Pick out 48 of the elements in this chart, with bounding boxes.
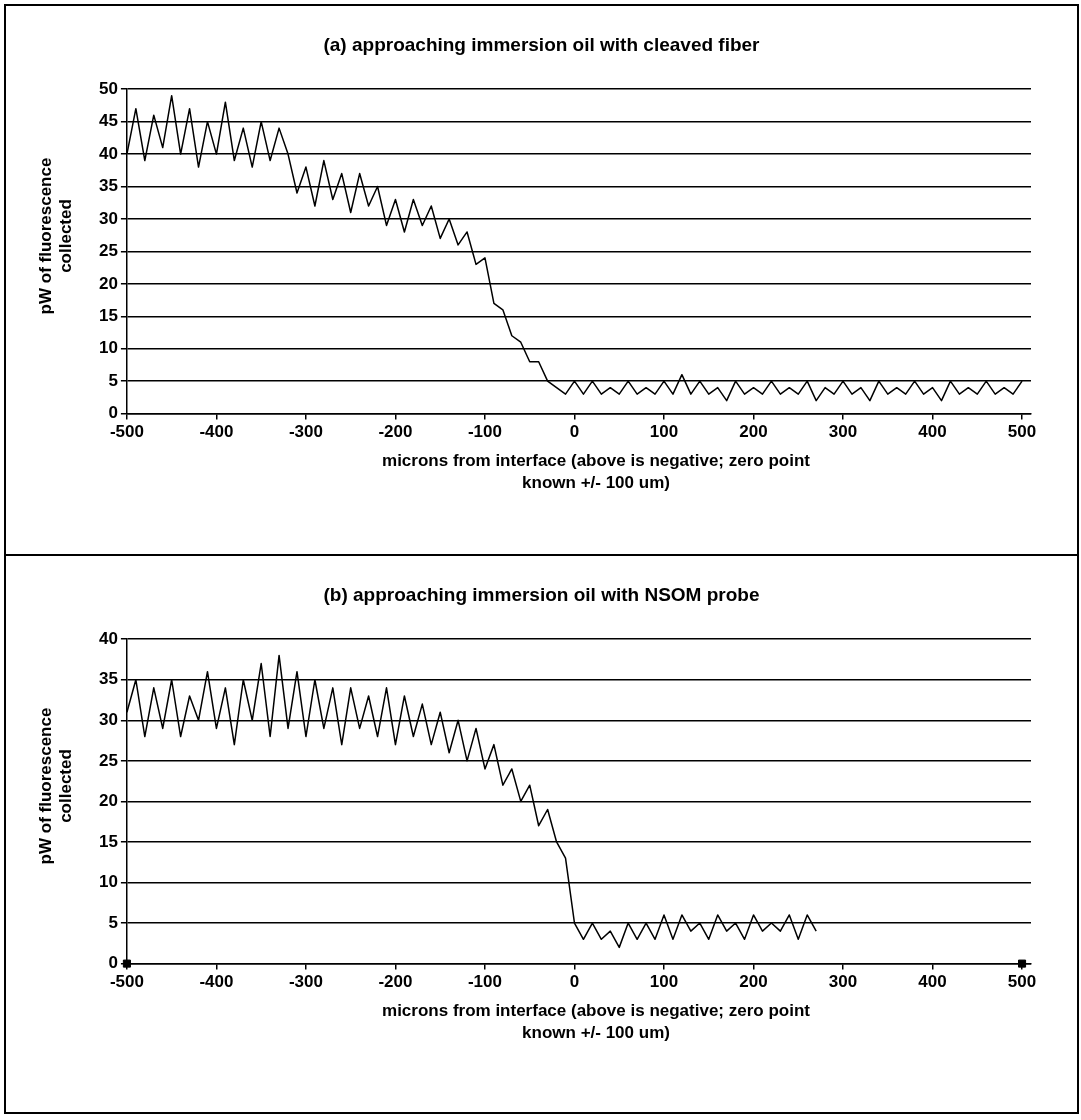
- x-axis-title: microns from interface (above is negative; zero point known +/- 100 um): [381, 1000, 811, 1044]
- x-tick-label: 0: [569, 972, 580, 992]
- x-tick-label: 400: [918, 972, 947, 992]
- x-tick-label: 200: [739, 422, 768, 442]
- x-axis-title: microns from interface (above is negative; zero point known +/- 100 um): [381, 450, 811, 494]
- y-tick-label: 20: [98, 273, 118, 293]
- x-tick-label: 300: [828, 422, 858, 442]
- x-tick-label: -100: [467, 972, 502, 992]
- y-tick-label: 35: [98, 669, 118, 689]
- y-tick-label: 30: [98, 709, 118, 729]
- x-tick-label: 100: [649, 422, 679, 442]
- x-tick-label: -300: [288, 972, 323, 992]
- x-tick-label: -100: [467, 422, 502, 442]
- x-tick-label: 500: [1007, 422, 1037, 442]
- y-tick-label: 25: [98, 241, 118, 261]
- y-tick-label: 35: [98, 176, 118, 196]
- y-tick-label: 0: [108, 953, 118, 973]
- x-tick-label: -400: [199, 422, 234, 442]
- x-tick-label: -500: [109, 972, 144, 992]
- y-tick-label: 5: [108, 912, 118, 932]
- y-tick-label: 40: [98, 628, 118, 648]
- x-tick-label: 500: [1007, 972, 1037, 992]
- y-tick-label: 15: [98, 305, 118, 325]
- y-tick-label: 40: [98, 143, 118, 163]
- y-axis-title: pW of fluorescence collected: [36, 706, 76, 867]
- y-tick-label: 10: [98, 338, 118, 358]
- y-tick-label: 45: [98, 111, 118, 131]
- y-tick-label: 5: [108, 370, 118, 390]
- x-tick-label: 200: [739, 972, 768, 992]
- x-tick-label: 400: [918, 422, 947, 442]
- x-tick-label: 100: [649, 972, 679, 992]
- y-axis-title: pW of fluorescence collected: [36, 156, 76, 317]
- x-tick-label: 0: [569, 422, 580, 442]
- y-tick-label: 20: [98, 791, 118, 811]
- y-tick-label: 25: [98, 750, 118, 770]
- chart-title: (a) approaching immersion oil with cleaved fiber: [322, 34, 761, 56]
- x-tick-label: -200: [378, 972, 413, 992]
- x-tick-label: -200: [378, 422, 413, 442]
- y-tick-label: 0: [108, 403, 118, 423]
- x-tick-label: -500: [109, 422, 144, 442]
- y-tick-label: 30: [98, 208, 118, 228]
- x-tick-label: 300: [828, 972, 858, 992]
- x-tick-label: -300: [288, 422, 323, 442]
- y-tick-label: 15: [98, 831, 118, 851]
- y-tick-label: 50: [98, 78, 118, 98]
- x-tick-label: -400: [199, 972, 234, 992]
- y-tick-label: 10: [98, 872, 118, 892]
- chart-title: (b) approaching immersion oil with NSOM probe: [322, 584, 761, 606]
